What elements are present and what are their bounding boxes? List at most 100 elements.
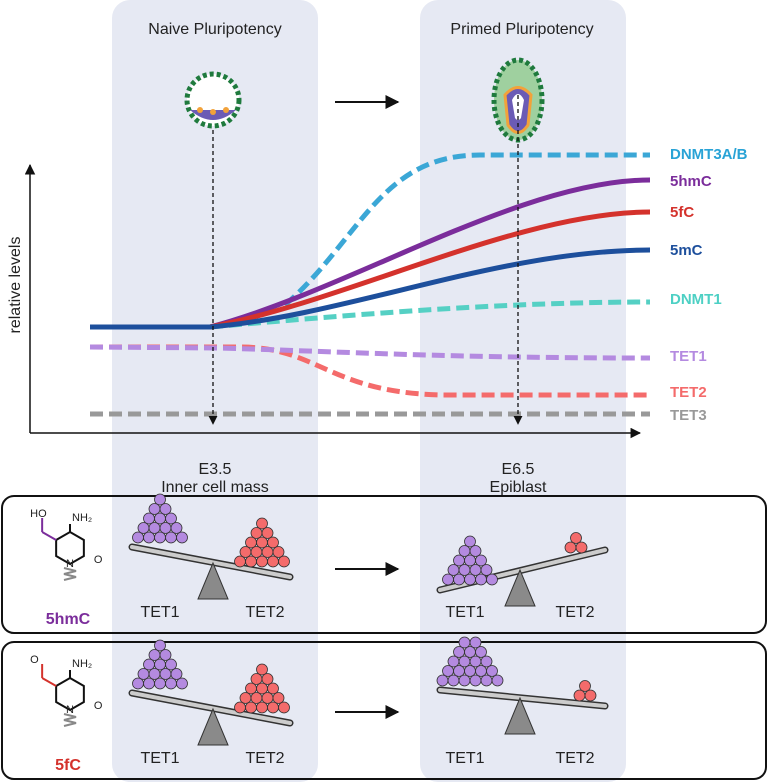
enzyme-ball xyxy=(272,692,285,704)
chem-group: O xyxy=(30,654,39,666)
curves xyxy=(89,152,651,417)
fulcrum xyxy=(197,707,229,746)
seesaw-label: TET2 xyxy=(555,604,594,621)
stage-title: Primed Pluripotency xyxy=(450,21,593,38)
curve-5mc xyxy=(90,247,651,330)
enzyme-ball xyxy=(458,674,471,687)
seesaw-label: TET1 xyxy=(445,750,484,767)
bond xyxy=(41,531,57,541)
chem-label: O xyxy=(94,700,103,712)
enzyme-ball xyxy=(170,522,183,534)
curve-label: DNMT1 xyxy=(670,291,722,308)
curve-label: TET2 xyxy=(670,384,707,401)
curve-label: 5mC xyxy=(670,242,703,259)
enzyme-ball xyxy=(176,677,188,690)
fulcrum xyxy=(197,561,229,600)
panel xyxy=(1,495,767,634)
enzyme-ball xyxy=(480,655,493,668)
enzyme-ball xyxy=(491,674,504,687)
curve-5fc xyxy=(209,209,651,330)
stage-title: Naive Pluripotency xyxy=(148,21,281,38)
timepoint: E6.5 xyxy=(502,461,535,478)
enzyme-ball xyxy=(486,665,498,677)
fulcrum xyxy=(504,568,536,607)
bond xyxy=(41,677,57,687)
enzyme-ball xyxy=(234,701,246,714)
enzyme-ball xyxy=(159,503,172,515)
enzyme-ball xyxy=(154,639,166,652)
stage-column xyxy=(420,0,626,782)
enzyme-ball xyxy=(154,493,166,506)
enzyme-ball xyxy=(132,531,144,544)
curve-dnmt3ab xyxy=(283,152,650,307)
curve-label: TET1 xyxy=(670,348,707,365)
primed-embryo xyxy=(491,57,545,143)
enzyme-ball xyxy=(234,555,246,568)
enzyme-ball xyxy=(165,658,177,671)
ring xyxy=(55,676,85,712)
enzyme-ball xyxy=(564,541,577,554)
enzyme-ball xyxy=(584,689,597,702)
enzyme-ball xyxy=(267,536,279,549)
enzyme-ball xyxy=(267,701,279,714)
curve-dnmt1 xyxy=(209,299,651,330)
enzyme-ball xyxy=(256,663,268,676)
enzyme-ball xyxy=(278,701,290,714)
enzyme-ball xyxy=(154,677,166,690)
curve-tet1 xyxy=(89,344,651,361)
naive-embryo xyxy=(184,71,242,129)
enzyme-ball xyxy=(573,689,586,702)
enzyme-ball xyxy=(464,535,476,548)
seesaw-label: TET2 xyxy=(555,750,594,767)
enzyme-ball xyxy=(176,531,188,544)
enzyme-ball xyxy=(261,527,274,539)
enzyme-ball xyxy=(486,573,498,586)
enzyme-ball xyxy=(278,555,290,568)
fulcrum xyxy=(504,696,536,735)
seesaw-beam xyxy=(130,545,292,579)
seesaw-label: TET2 xyxy=(245,604,284,621)
enzyme-ball xyxy=(159,649,172,661)
enzyme-ball xyxy=(469,636,482,649)
enzyme-ball xyxy=(154,531,166,544)
chem-label: NH₂ xyxy=(72,658,92,670)
seesaw-label: TET1 xyxy=(140,604,179,621)
curve-label: DNMT3A/B xyxy=(670,146,748,163)
enzyme-ball xyxy=(469,674,482,687)
enzyme-ball xyxy=(256,701,268,714)
stage-column xyxy=(112,0,318,782)
seesaw-beam xyxy=(438,688,607,708)
enzyme-ball xyxy=(469,545,482,557)
enzyme-ball xyxy=(256,555,268,568)
y-axis-label: relative levels xyxy=(7,237,24,334)
enzyme-ball xyxy=(245,555,257,568)
enzyme-ball xyxy=(143,531,155,544)
enzyme-ball xyxy=(464,573,476,586)
enzyme-ball xyxy=(267,682,279,695)
enzyme-ball xyxy=(256,517,268,530)
enzyme-ball xyxy=(480,564,493,576)
seesaw-beam xyxy=(130,691,292,725)
curve-label: TET3 xyxy=(670,407,707,424)
tissue: Epiblast xyxy=(490,479,547,496)
chem-label: N xyxy=(66,704,74,716)
seesaw-label: TET2 xyxy=(245,750,284,767)
modification: 5hmC xyxy=(46,611,91,628)
enzyme-ball xyxy=(267,555,279,568)
curve-label: 5fC xyxy=(670,204,694,221)
enzyme-ball xyxy=(442,573,454,586)
enzyme-ball xyxy=(245,701,257,714)
enzyme-ball xyxy=(132,677,144,690)
enzyme-ball xyxy=(170,668,183,680)
enzyme-ball xyxy=(165,677,177,690)
enzyme-ball xyxy=(272,546,285,558)
timepoint: E3.5 xyxy=(199,461,232,478)
enzyme-ball xyxy=(143,677,155,690)
enzyme-ball xyxy=(579,680,591,692)
enzyme-ball xyxy=(165,512,177,525)
enzyme-ball xyxy=(261,673,274,685)
chem-label: NH₂ xyxy=(72,512,92,524)
enzyme-ball xyxy=(475,554,487,567)
panel xyxy=(1,641,767,780)
